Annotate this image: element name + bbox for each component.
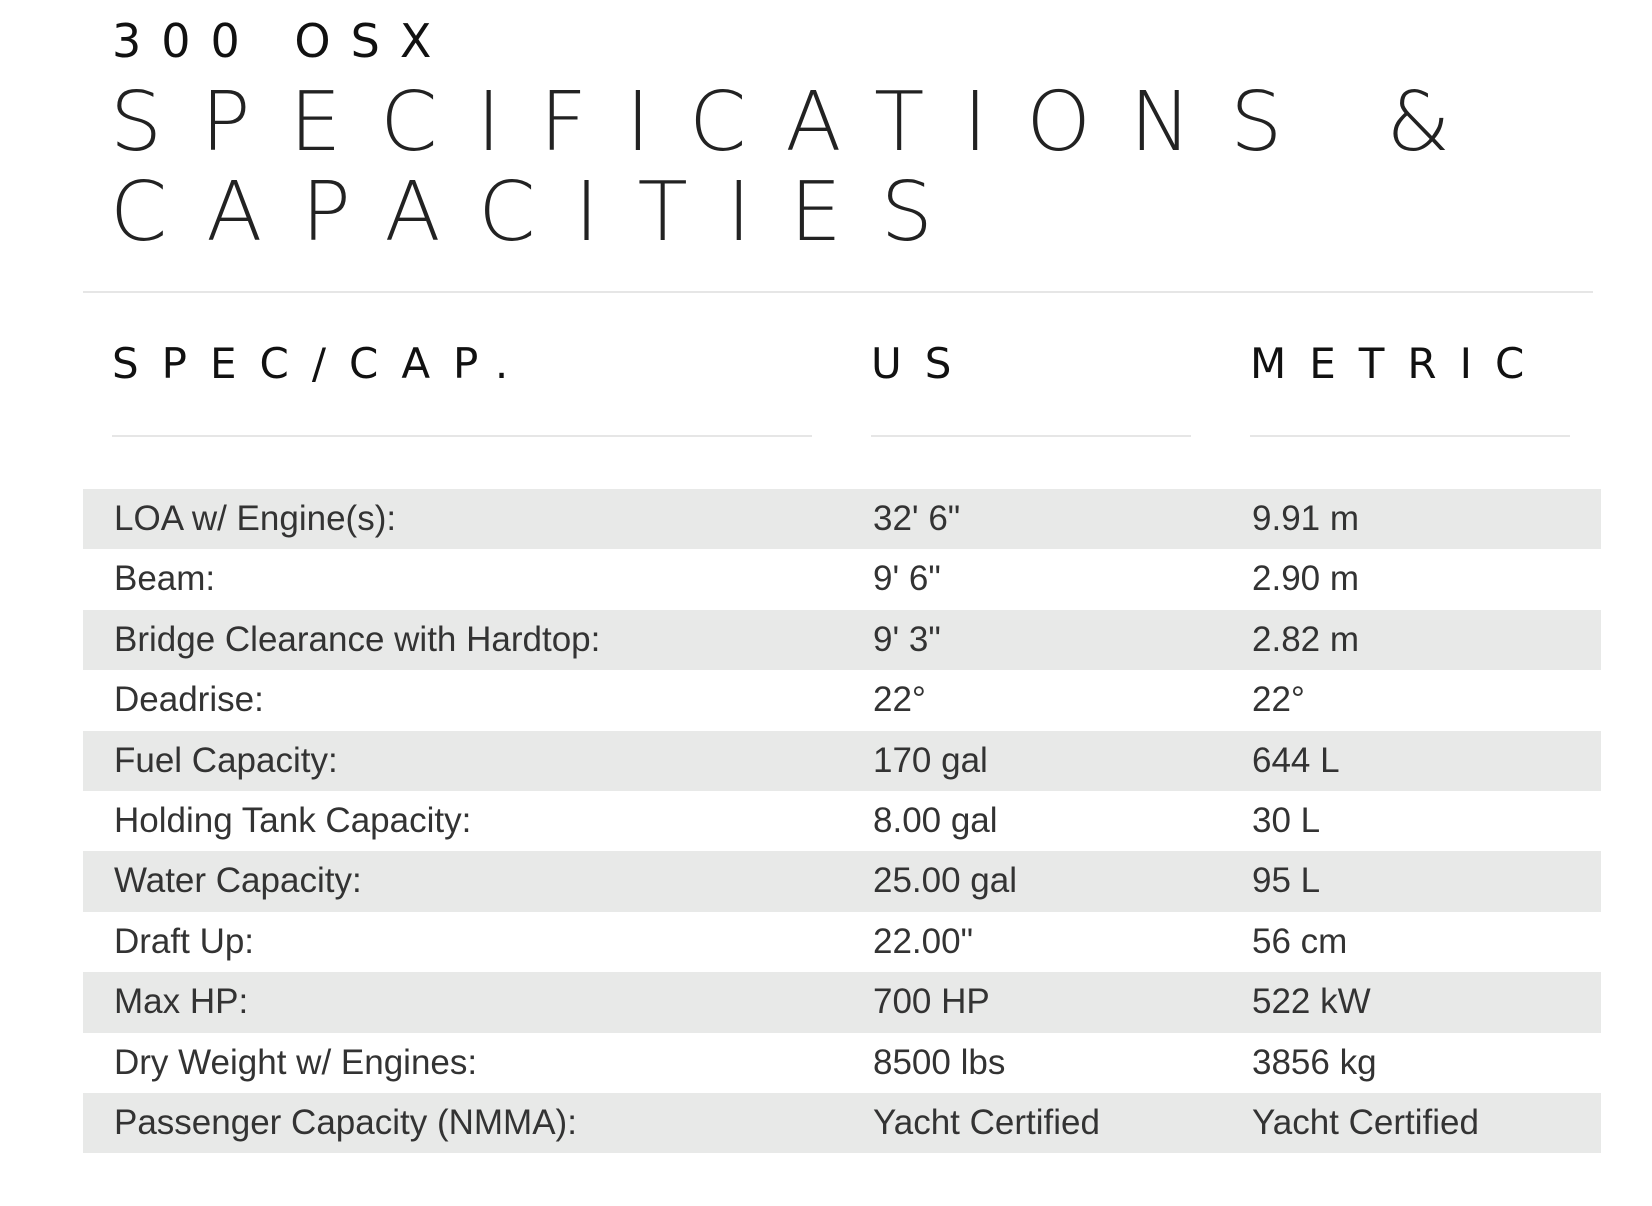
us-value: Yacht Certified xyxy=(873,1102,1100,1142)
spec-label: Max HP: xyxy=(114,982,249,1022)
table-row: Fuel Capacity: 170 gal 644 L xyxy=(83,730,1601,791)
metric-value: 30 L xyxy=(1252,800,1321,840)
spec-label: Dry Weight w/ Engines: xyxy=(114,1042,478,1082)
column-header-metric: METRIC xyxy=(1250,339,1548,388)
metric-value: 56 cm xyxy=(1252,921,1348,961)
metric-value: 522 kW xyxy=(1252,982,1371,1022)
model-name: 300 OSX xyxy=(112,14,452,68)
table-row: Deadrise: 22° 22° xyxy=(83,670,1601,730)
spec-label: Beam: xyxy=(114,559,216,599)
metric-value: 9.91 m xyxy=(1252,499,1359,538)
us-value: 22° xyxy=(873,680,926,720)
table-row: Bridge Clearance with Hardtop: 9' 3" 2.82 … xyxy=(83,609,1601,671)
title-line-2: CAPACITIES xyxy=(110,165,972,260)
metric-value: 644 L xyxy=(1252,740,1340,780)
column-rule-us xyxy=(871,435,1191,437)
spec-label: Draft Up: xyxy=(114,921,255,961)
metric-value: 3856 kg xyxy=(1252,1042,1377,1082)
us-value: 8.00 gal xyxy=(873,800,998,840)
table-row: LOA w/ Engine(s): 32' 6" 9.91 m xyxy=(83,489,1601,550)
table-row: Passenger Capacity (NMMA): Yacht Certifie… xyxy=(83,1092,1601,1154)
spec-label: Fuel Capacity: xyxy=(114,740,338,780)
metric-value: 22° xyxy=(1252,680,1305,720)
us-value: 9' 3" xyxy=(873,619,941,659)
us-value: 700 HP xyxy=(873,982,990,1022)
column-rule-spec xyxy=(112,435,812,437)
metric-value: 95 L xyxy=(1252,861,1321,901)
us-value: 9' 6" xyxy=(873,559,941,599)
page-title: SPECIFICATIONS & CAPACITIES xyxy=(110,78,1630,258)
header-divider xyxy=(83,291,1593,293)
spec-label: Bridge Clearance with Hardtop: xyxy=(114,619,601,659)
metric-value: Yacht Certified xyxy=(1252,1102,1479,1142)
table-row: Water Capacity: 25.00 gal 95 L xyxy=(83,851,1601,912)
table-row: Beam: 9' 6" 2.90 m xyxy=(83,549,1601,609)
table-row: Draft Up: 22.00" 56 cm xyxy=(83,912,1601,972)
spec-label: Deadrise: xyxy=(114,680,264,720)
us-value: 22.00" xyxy=(873,921,974,961)
us-value: 25.00 gal xyxy=(873,861,1018,901)
us-value: 32' 6" xyxy=(873,499,961,538)
title-line-1: SPECIFICATIONS & xyxy=(110,75,1490,170)
table-row: Holding Tank Capacity: 8.00 gal 30 L xyxy=(83,791,1601,851)
spec-label: Water Capacity: xyxy=(114,861,362,901)
column-header-us: US xyxy=(871,339,975,388)
spec-table: LOA w/ Engine(s): 32' 6" 9.91 m Beam: 9' 6" 2… xyxy=(83,489,1601,1154)
us-value: 170 gal xyxy=(873,740,988,780)
us-value: 8500 lbs xyxy=(873,1042,1006,1082)
table-row: Dry Weight w/ Engines: 8500 lbs 3856 kg xyxy=(83,1033,1601,1093)
column-rule-metric xyxy=(1250,435,1570,437)
metric-value: 2.82 m xyxy=(1252,619,1359,659)
column-header-spec: SPEC/CAP. xyxy=(112,339,532,388)
metric-value: 2.90 m xyxy=(1252,559,1359,599)
table-row: Max HP: 700 HP 522 kW xyxy=(83,972,1601,1033)
spec-label: LOA w/ Engine(s): xyxy=(114,499,397,538)
spec-label: Holding Tank Capacity: xyxy=(114,800,472,840)
spec-label: Passenger Capacity (NMMA): xyxy=(114,1102,577,1142)
